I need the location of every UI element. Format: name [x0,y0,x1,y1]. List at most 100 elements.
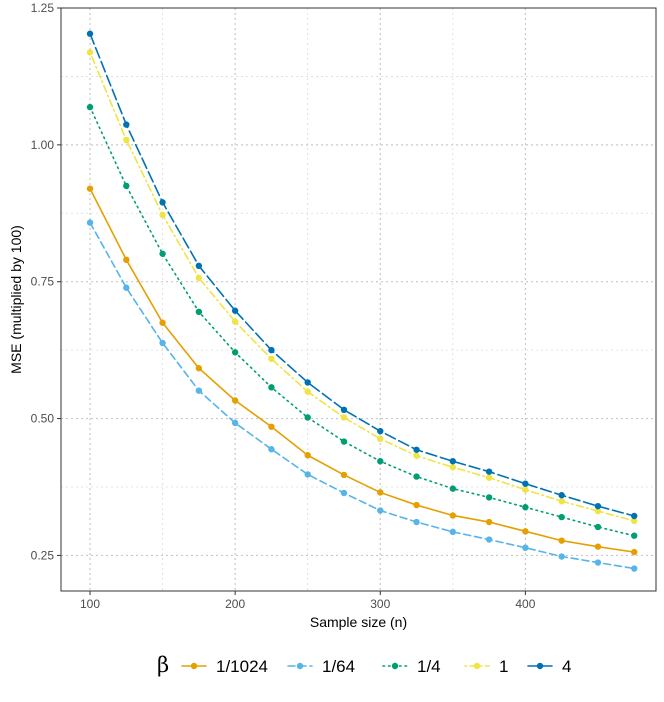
legend-label: 1/64 [322,657,355,676]
data-point [594,507,602,515]
data-point [377,507,384,514]
data-point [123,256,130,264]
data-point [377,489,384,496]
data-point [449,528,457,536]
data-point [485,468,493,475]
data-point [86,49,94,56]
legend-item: 4 [527,657,571,676]
data-point [340,489,348,497]
data-point [159,199,166,206]
data-point [485,518,493,526]
data-point [304,471,311,478]
data-point [522,480,529,487]
data-point [268,446,275,453]
data-point [86,219,94,226]
data-point [485,536,493,543]
series-line [89,51,636,522]
y-tick-label: 0.50 [31,412,55,426]
data-point [268,384,275,391]
data-point [522,544,529,551]
axes: 100 200 300 400 0.25 0.50 0.75 1.00 1.25 [31,1,536,611]
data-point [123,121,130,128]
data-point [340,471,348,479]
data-point [159,339,166,347]
series-line [89,221,636,570]
data-point [522,528,529,535]
data-point [631,512,638,520]
data-point [231,397,239,404]
data-point [377,435,384,443]
series-1-64 [86,219,638,572]
data-point [594,543,602,550]
data-point [195,274,203,282]
legend-item: 1 [464,657,508,676]
data-point [86,30,94,37]
legend-key-point [190,662,198,670]
legend-label: 1/1024 [216,657,268,676]
legend-label: 4 [562,657,571,676]
legend-item: 1/1024 [181,657,268,676]
legend-item: 1/4 [382,657,441,676]
legend-item: 1/64 [287,657,355,676]
data-point [485,494,493,501]
data-point [558,492,565,499]
data-point [631,532,638,539]
legend-key-point [536,662,544,670]
x-tick-label: 100 [80,597,100,611]
data-point [413,473,420,480]
data-point [413,501,420,509]
data-point [231,318,239,325]
data-point [631,548,638,556]
data-point [449,485,457,492]
data-point [304,414,311,421]
data-point [123,182,130,190]
data-point [86,103,94,111]
y-tick-label: 1.00 [31,138,55,152]
data-point [195,365,203,372]
x-tick-label: 200 [225,597,245,611]
data-point [594,502,602,510]
data-point [377,427,384,435]
data-point [558,553,565,560]
data-point [195,387,203,394]
data-point [195,308,203,316]
data-point [449,464,457,471]
data-point [123,284,130,291]
data-point [159,211,166,219]
data-point [558,513,565,521]
data-point [413,518,420,526]
data-point [340,414,348,421]
data-point [522,504,529,511]
data-point [413,446,420,453]
y-tick-label: 0.25 [31,548,55,562]
data-point [594,523,602,531]
data-point [231,349,239,356]
data-point [631,565,638,572]
y-axis-title: MSE (multiplied by 100) [8,225,24,374]
data-point [522,486,529,493]
series-1-4 [86,103,638,539]
data-point [268,346,275,354]
data-point [304,379,311,386]
data-point [340,406,348,414]
legend-key-point [296,662,304,670]
series-1-1024 [86,185,638,556]
data-point [231,419,239,427]
x-tick-label: 300 [370,597,390,611]
series-1 [86,49,638,525]
data-point [377,458,384,465]
data-point [340,438,348,445]
data-point [304,388,311,395]
data-point [159,319,166,326]
data-point [631,517,638,525]
panel-border [60,7,657,592]
legend-key-point [473,662,481,670]
legend-label: 1 [499,657,508,676]
plot-series [86,30,638,572]
data-point [195,262,203,270]
series-line [89,106,636,537]
data-point [86,185,94,192]
legend-key-point [391,662,399,670]
data-point [558,537,565,544]
